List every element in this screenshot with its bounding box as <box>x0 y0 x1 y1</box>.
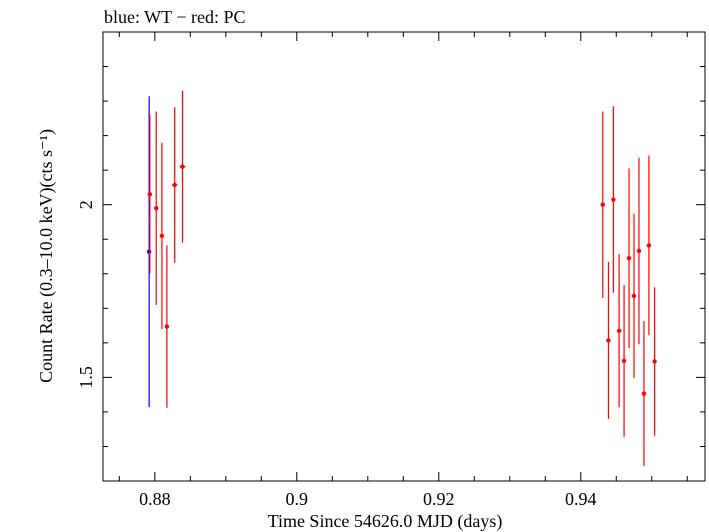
chart-title: blue: WT − red: PC <box>104 7 245 27</box>
data-point <box>606 338 611 343</box>
data-point <box>159 233 165 238</box>
y-tick-label: 2 <box>76 200 96 209</box>
data-point <box>164 324 170 329</box>
y-axis-label: Count Rate (0.3–10.0 keV)(cts s⁻¹) <box>36 129 57 383</box>
x-tick-label: 0.88 <box>139 489 171 509</box>
data-point <box>147 192 153 197</box>
data-point <box>626 256 632 261</box>
axis-ticks <box>103 32 705 482</box>
data-point <box>646 243 652 248</box>
axis-tick-labels: 0.88 0.9 0.92 0.94 1.5 2 <box>76 200 597 509</box>
data-point <box>600 202 605 207</box>
data-point <box>616 328 622 333</box>
data-point <box>621 358 627 364</box>
data-point <box>180 164 185 169</box>
x-tick-label: 0.9 <box>286 489 309 509</box>
data-point <box>641 391 647 396</box>
data-point <box>154 205 159 211</box>
data-point <box>652 359 657 364</box>
x-tick-label: 0.92 <box>423 489 455 509</box>
data-markers <box>146 90 657 467</box>
data-point <box>611 197 616 202</box>
plot-frame <box>102 31 706 482</box>
y-tick-label: 1.5 <box>76 366 96 389</box>
data-point <box>636 248 642 254</box>
data-point <box>631 293 637 299</box>
data-point <box>146 249 152 254</box>
x-axis-label: Time Since 54626.0 MJD (days) <box>268 511 503 532</box>
x-tick-label: 0.94 <box>565 489 597 509</box>
data-point <box>172 182 177 188</box>
